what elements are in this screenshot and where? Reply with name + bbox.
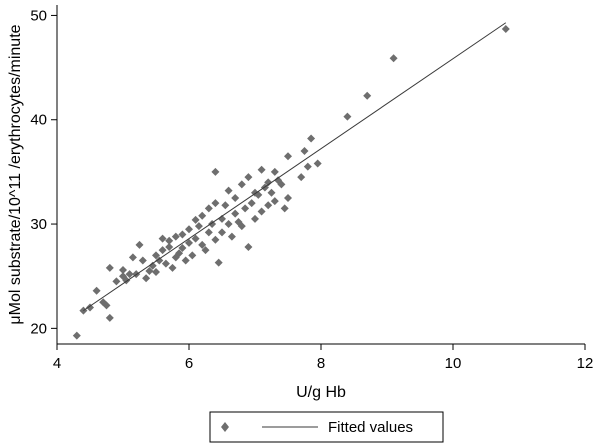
scatter-point bbox=[211, 167, 220, 176]
scatter-point bbox=[244, 173, 253, 182]
scatter-point bbox=[112, 277, 121, 286]
legend-box bbox=[209, 411, 444, 443]
scatter-point bbox=[194, 222, 203, 231]
scatter-point bbox=[280, 204, 289, 213]
scatter-point bbox=[165, 236, 174, 245]
legend: Fitted values bbox=[209, 411, 444, 443]
scatter-point bbox=[231, 209, 240, 218]
scatter-point bbox=[128, 253, 137, 262]
scatter-point bbox=[102, 301, 111, 310]
scatter-point bbox=[191, 215, 200, 224]
scatter-point bbox=[221, 201, 230, 210]
scatter-point bbox=[224, 186, 233, 195]
scatter-point bbox=[152, 268, 160, 277]
axes: 4 6 8 10 12 20 30 40 50 bbox=[30, 5, 593, 372]
scatter-point bbox=[185, 238, 193, 247]
scatter-point bbox=[161, 259, 170, 268]
scatter-point bbox=[178, 230, 187, 239]
scatter-point bbox=[264, 178, 273, 187]
scatter-point bbox=[72, 331, 81, 340]
scatter-point bbox=[185, 225, 193, 234]
scatter-point bbox=[224, 220, 233, 229]
scatter-point bbox=[171, 232, 180, 241]
legend-label-fitted-values: Fitted values bbox=[328, 419, 413, 436]
scatter-point bbox=[168, 263, 177, 272]
scatter-point bbox=[188, 251, 197, 260]
scatter-point bbox=[307, 134, 316, 143]
fitted-values-line bbox=[83, 22, 507, 312]
scatter-point bbox=[198, 240, 207, 249]
scatter-point bbox=[181, 256, 190, 265]
scatter-point bbox=[148, 261, 157, 270]
scatter-point bbox=[300, 147, 309, 156]
scatter-point bbox=[270, 167, 279, 176]
scatter-point bbox=[257, 207, 266, 216]
y-tick-label: 20 bbox=[30, 320, 47, 337]
scatter-point bbox=[201, 246, 210, 255]
y-tick-label: 30 bbox=[30, 216, 47, 233]
scatter-point bbox=[165, 242, 174, 251]
scatter-point bbox=[247, 199, 256, 208]
scatter-point bbox=[303, 162, 312, 171]
scatter-point bbox=[218, 228, 226, 237]
scatter-point bbox=[237, 180, 246, 189]
x-tick-label: 8 bbox=[317, 355, 325, 372]
scatter-point bbox=[501, 24, 510, 33]
x-tick-label: 10 bbox=[445, 355, 462, 372]
scatter-point bbox=[297, 173, 306, 182]
y-tick-label: 50 bbox=[30, 7, 47, 24]
scatter-point bbox=[218, 214, 226, 223]
scatter-point bbox=[105, 263, 114, 272]
scatter-point bbox=[237, 222, 246, 231]
scatter-point bbox=[152, 251, 160, 260]
scatter-point bbox=[257, 165, 266, 174]
x-tick-label: 12 bbox=[577, 355, 594, 372]
scatter-point bbox=[251, 214, 259, 223]
scatter-point bbox=[264, 201, 273, 210]
scatter-point bbox=[343, 112, 352, 121]
scatter-point bbox=[158, 234, 167, 243]
scatter-point bbox=[204, 228, 213, 237]
scatter-point bbox=[135, 240, 144, 249]
scatter-point bbox=[125, 270, 134, 279]
y-axis-title: μMol substrate/10^11 /erythrocytes/minut… bbox=[7, 24, 24, 324]
scatter-point bbox=[231, 193, 240, 202]
scatter-point bbox=[284, 193, 292, 202]
scatter-point bbox=[178, 244, 187, 253]
scatter-point bbox=[270, 197, 279, 206]
scatter-point bbox=[198, 211, 207, 220]
scatter-point bbox=[119, 265, 127, 274]
scatter-point bbox=[214, 258, 223, 267]
scatter-point bbox=[138, 256, 147, 265]
scatter-point bbox=[244, 242, 253, 251]
scatter-point bbox=[105, 313, 114, 322]
x-axis-title: U/g Hb bbox=[296, 384, 346, 401]
plot-area bbox=[72, 22, 510, 340]
scatter-point bbox=[204, 204, 213, 213]
scatter-point bbox=[155, 256, 164, 265]
scatter-point bbox=[227, 232, 236, 241]
scatter-point bbox=[313, 159, 322, 168]
scatter-point bbox=[211, 199, 220, 208]
scatter-point bbox=[363, 91, 372, 100]
scatter-point bbox=[267, 188, 276, 197]
scatter-point bbox=[86, 303, 94, 312]
scatter-point bbox=[158, 246, 167, 255]
scatter-point bbox=[389, 54, 398, 63]
x-tick-label: 6 bbox=[185, 355, 193, 372]
scatter-point bbox=[175, 249, 184, 258]
scatter-point bbox=[191, 234, 200, 243]
scatter-point bbox=[284, 152, 292, 161]
y-tick-label: 40 bbox=[30, 112, 47, 129]
scatter-point bbox=[92, 286, 101, 295]
scatter-point bbox=[211, 235, 220, 244]
scatter-point bbox=[254, 190, 263, 199]
x-tick-label: 4 bbox=[53, 355, 61, 372]
scatter-point bbox=[145, 266, 154, 275]
scatter-point bbox=[241, 204, 250, 213]
scatter-point bbox=[142, 274, 151, 283]
legend-scatter-marker bbox=[221, 422, 229, 432]
scatter-point bbox=[277, 180, 286, 189]
